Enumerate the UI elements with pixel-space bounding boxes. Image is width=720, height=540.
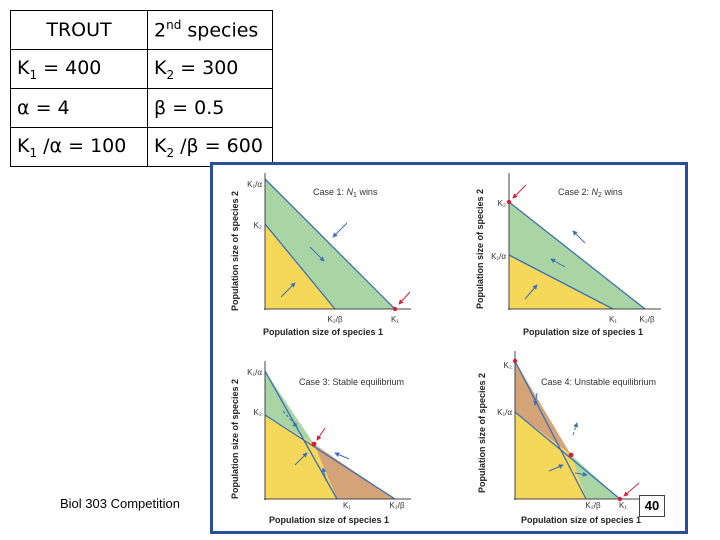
panel-case2: Case 2: N2 wins K₂ K₁/α K₁ K₂/β Populati… bbox=[475, 173, 661, 337]
header-trout: TROUT bbox=[10, 10, 148, 50]
table-row: K1 /α = 100 K2 /β = 600 bbox=[10, 127, 273, 167]
y-axis-label: Population size of species 2 bbox=[475, 189, 485, 309]
y-tick-label: K₁/α bbox=[491, 252, 506, 261]
yellow-region bbox=[515, 412, 586, 499]
panel-title: Case 2: N2 wins bbox=[558, 187, 623, 199]
x-axis-label: Population size of species 1 bbox=[269, 515, 389, 525]
k1-over-alpha-value: K1 /α = 100 bbox=[10, 127, 148, 167]
header-second-species: 2nd species bbox=[147, 10, 273, 50]
x-tick-label: K₁ bbox=[609, 315, 617, 324]
y-tick-label: K₁/α bbox=[497, 408, 512, 417]
equilibrium-point bbox=[392, 306, 398, 312]
panel-case3: Case 3: Stable equilibrium K₁/α K₂ K₁ K₂… bbox=[230, 361, 411, 525]
species1-isocline bbox=[264, 178, 396, 310]
equilibrium-point bbox=[512, 358, 518, 364]
equilibrium-point bbox=[506, 199, 512, 205]
equilibrium-point bbox=[568, 452, 574, 458]
table-row: α = 4 β = 0.5 bbox=[10, 88, 273, 128]
y-tick-label: K₂ bbox=[254, 408, 262, 417]
y-tick-label: K₁/α bbox=[247, 180, 262, 189]
x-axis-label: Population size of species 1 bbox=[521, 515, 641, 525]
y-tick-label: K₂ bbox=[498, 199, 506, 208]
x-tick-label: K₂/β bbox=[389, 501, 405, 510]
parameter-table: TROUT 2nd species K1 = 400 K2 = 300 α = … bbox=[10, 10, 273, 167]
page-number: 40 bbox=[639, 495, 665, 517]
alpha-value: α = 4 bbox=[10, 88, 148, 128]
table-row: K1 = 400 K2 = 300 bbox=[10, 49, 273, 89]
panel-title: Case 4: Unstable equilibrium bbox=[541, 377, 656, 387]
panel-title: Case 1: N1 wins bbox=[313, 187, 378, 199]
equilibrium-point bbox=[311, 441, 317, 447]
x-axis-label: Population size of species 1 bbox=[263, 327, 383, 337]
panel-case4: Case 4: Unstable equilibrium K₂ K₁/α K₂/… bbox=[477, 351, 665, 525]
y-axis-label: Population size of species 2 bbox=[230, 191, 240, 311]
x-tick-label: K₂/β bbox=[585, 501, 601, 510]
species1-isocline bbox=[508, 254, 614, 310]
y-tick-label: K₂ bbox=[254, 221, 262, 230]
table-header-row: TROUT 2nd species bbox=[10, 10, 273, 50]
species2-isocline bbox=[264, 223, 336, 310]
x-tick-label: K₂/β bbox=[327, 315, 343, 324]
green-region bbox=[265, 371, 314, 444]
y-axis-label: Population size of species 2 bbox=[477, 373, 487, 493]
green-region bbox=[571, 455, 620, 499]
y-tick-label: K₂ bbox=[504, 361, 512, 370]
panel-case1: Case 1: N1 wins K₁/α K₂ K₂/β K₁ Populati… bbox=[230, 173, 411, 337]
k1-value: K1 = 400 bbox=[10, 49, 148, 89]
species2-isocline bbox=[514, 360, 587, 500]
x-tick-label: K₂/β bbox=[639, 315, 655, 324]
species2-isocline bbox=[508, 201, 646, 310]
x-axis-label: Population size of species 1 bbox=[523, 327, 643, 337]
panel-title: Case 3: Stable equilibrium bbox=[299, 377, 404, 387]
x-tick-label: K₁ bbox=[391, 315, 399, 324]
y-axis-label: Population size of species 2 bbox=[230, 379, 240, 499]
species2-isocline bbox=[264, 414, 396, 500]
equilibrium-point bbox=[617, 496, 623, 502]
brown-region bbox=[515, 361, 571, 455]
yellow-region bbox=[265, 415, 337, 499]
y-tick-label: K₁/α bbox=[247, 368, 262, 377]
k2-value: K2 = 300 bbox=[147, 49, 273, 89]
footer-text: Biol 303 Competition bbox=[60, 496, 180, 511]
k2-over-beta-value: K2 /β = 600 bbox=[147, 127, 273, 167]
x-tick-label: K₁ bbox=[343, 501, 351, 510]
isocline-figure: Case 1: N1 wins K₁/α K₂ K₂/β K₁ Populati… bbox=[210, 162, 688, 534]
beta-value: β = 0.5 bbox=[147, 88, 273, 128]
species1-isocline bbox=[514, 411, 621, 500]
x-tick-label: K₁ bbox=[619, 501, 627, 510]
